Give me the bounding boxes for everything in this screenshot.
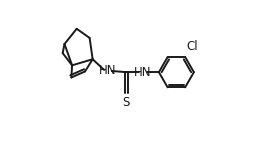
Text: HN: HN	[134, 66, 152, 79]
Text: S: S	[122, 96, 130, 109]
Text: HN: HN	[99, 64, 117, 77]
Text: Cl: Cl	[187, 40, 198, 53]
